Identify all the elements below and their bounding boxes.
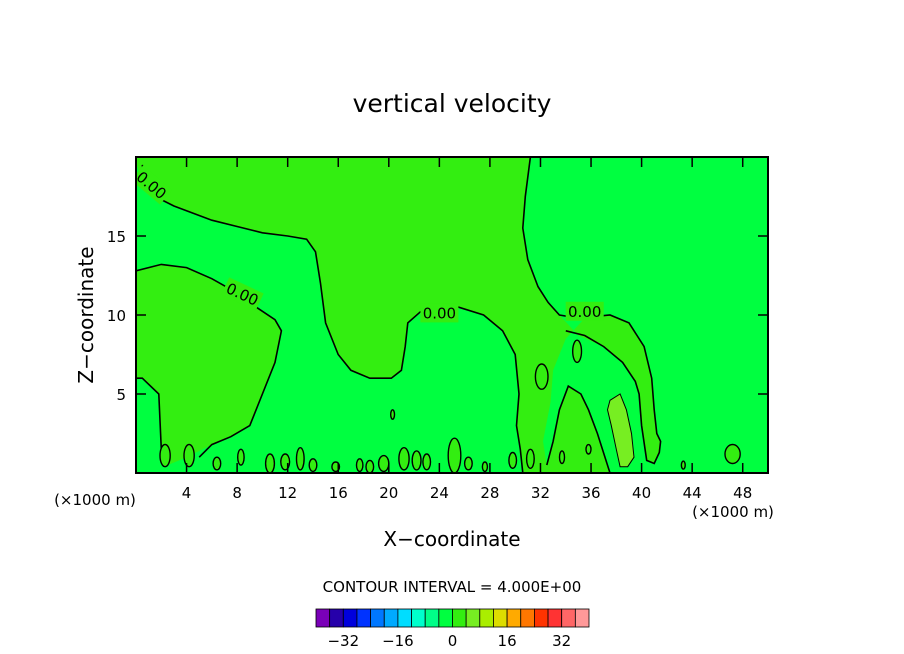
zero-contour-2: [521, 157, 662, 465]
contour-label-mask: [420, 303, 459, 323]
colorbar-cell: [424, 608, 440, 628]
colorbar-labels: −32 −16 0 16 32: [327, 632, 571, 650]
colorbar-cell: [452, 608, 467, 628]
zero-contour-1: [136, 263, 283, 458]
colorbar-cell: [561, 608, 576, 628]
x-tick-label: 8: [232, 484, 242, 502]
colorbar-cell: [574, 608, 590, 628]
y-tick-label: 10: [107, 307, 126, 325]
contour-label-mask: [565, 301, 604, 321]
contour-loop-23: [525, 448, 535, 469]
strong-region: [606, 393, 635, 468]
contour-label-group-2: 0.00: [420, 303, 459, 323]
small-contour-loops: [159, 339, 741, 473]
contour-label-mask: [221, 277, 264, 311]
colorbar-cell: [534, 608, 549, 628]
colorbar-cell: [383, 608, 399, 628]
contour-loop-22: [508, 451, 518, 470]
colorbar-cell: [370, 608, 385, 628]
contour-loop-26: [680, 460, 686, 470]
x-tick-label: 40: [632, 484, 651, 502]
colorbar-cell: [411, 608, 426, 628]
colorbar-cell: [356, 608, 372, 628]
colorbar: [315, 608, 590, 628]
positive-regions: [136, 157, 661, 473]
colorbar-cell: [493, 608, 508, 628]
strong-updraft-region: [606, 393, 635, 468]
colorbar-tick-label: −32: [327, 632, 359, 650]
contour-loop-8: [236, 448, 245, 466]
colorbar-tick-label: 32: [552, 632, 571, 650]
contour-label-mask: [136, 165, 173, 205]
contour-loop-20: [463, 456, 473, 471]
contour-loop-25: [585, 443, 592, 455]
colorbar-cell: [315, 608, 331, 628]
positive-region-0: [136, 264, 282, 467]
x-tick-label: 36: [581, 484, 600, 502]
contour-label-group-3: 0.00: [565, 301, 604, 321]
contour-loop-21: [481, 461, 489, 473]
colorbar-cell: [520, 608, 535, 628]
contour-loop-14: [355, 458, 364, 473]
chart-title: vertical velocity: [353, 89, 552, 118]
contour-loop-11: [295, 446, 305, 471]
contour-loop-0: [534, 363, 549, 390]
contour-interval-text: CONTOUR INTERVAL = 4.000E+00: [323, 578, 582, 596]
colorbar-cell: [397, 608, 412, 628]
x-axis-unit: (×1000 m): [692, 503, 774, 521]
contour-loop-16: [377, 454, 390, 473]
colorbar-cell: [342, 608, 358, 628]
x-tick-label: 32: [531, 484, 550, 502]
contour-loop-18: [411, 450, 422, 471]
contour-label: 0.00: [423, 304, 456, 322]
contour-loop-2: [447, 437, 462, 473]
colorbar-tick-label: −16: [382, 632, 414, 650]
contour-loop-4: [724, 443, 741, 465]
y-tick-label: 5: [116, 386, 126, 404]
colorbar-cell: [479, 608, 494, 628]
plot-area: 0.000.000.00 0.00: [136, 157, 768, 473]
zero-contour-lines: [136, 157, 662, 473]
x-tick-label: 20: [379, 484, 398, 502]
y-axis-ticks: 5 10 15: [107, 228, 768, 404]
zero-contour-0: [141, 164, 524, 473]
contour-loop-5: [159, 443, 171, 468]
x-tick-label: 28: [480, 484, 499, 502]
y-tick-label: 15: [107, 228, 126, 246]
x-tick-label: 48: [733, 484, 752, 502]
contour-label: 0.00: [568, 303, 601, 321]
x-tick-label: 44: [683, 484, 702, 502]
colorbar-tick-label: 16: [498, 632, 517, 650]
colorbar-cell: [438, 608, 453, 628]
contour-loop-12: [308, 458, 318, 473]
zero-contour-3: [546, 384, 611, 473]
contour-loop-24: [558, 450, 566, 465]
x-tick-label: 16: [329, 484, 348, 502]
x-tick-label: 12: [278, 484, 297, 502]
x-tick-label: 24: [430, 484, 449, 502]
y-axis-unit: (×1000 m): [54, 491, 136, 509]
colorbar-cell: [465, 608, 481, 628]
contour-loop-3: [390, 409, 396, 420]
contour-loop-9: [264, 453, 276, 473]
x-tick-label: 4: [182, 484, 192, 502]
contour-loop-7: [212, 456, 222, 471]
x-axis-ticks: 4 8 12 16 20 24 28 32 36 40 44 48: [182, 157, 752, 502]
colorbar-tick-label: 0: [448, 632, 458, 650]
contour-loop-6: [183, 443, 195, 468]
positive-region-1: [136, 157, 661, 473]
x-axis-label: X−coordinate: [383, 527, 520, 551]
contour-loop-17: [398, 446, 410, 471]
y-axis-label: Z−coordinate: [74, 246, 98, 383]
colorbar-cell: [506, 608, 522, 628]
contour-loop-1: [571, 339, 583, 364]
colorbar-cell: [329, 608, 344, 628]
contour-loop-15: [365, 459, 375, 473]
colorbar-cell: [547, 608, 563, 628]
contour-loop-19: [422, 453, 432, 471]
